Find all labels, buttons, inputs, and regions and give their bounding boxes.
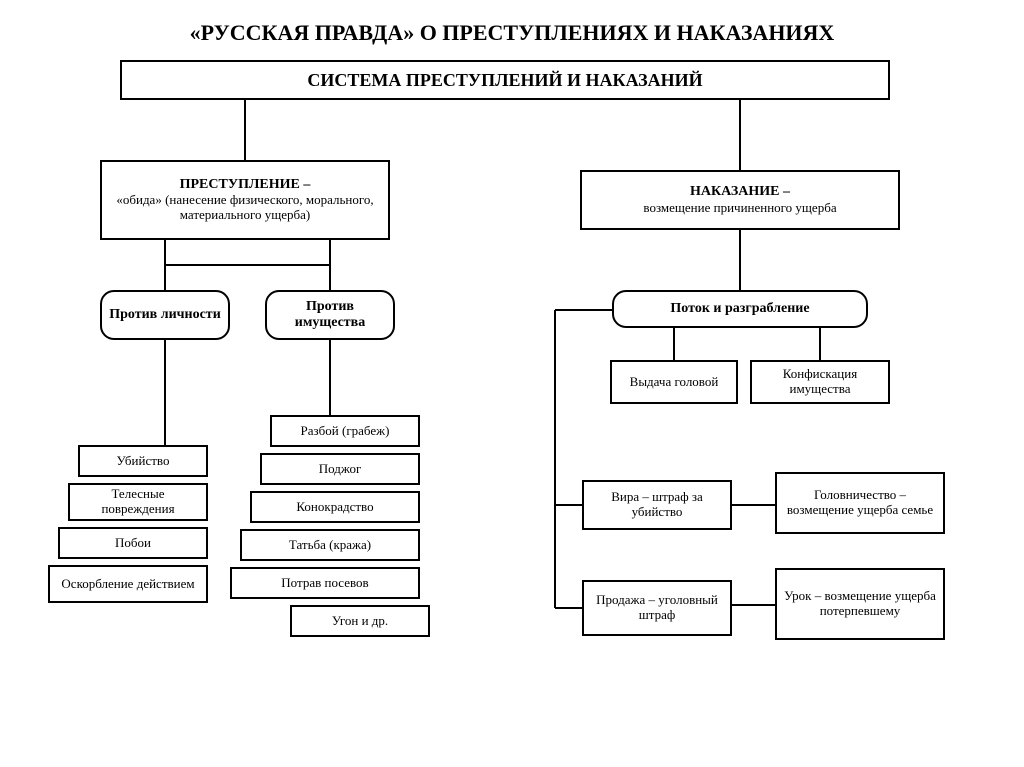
b1-item-1-text: Телесные повреждения: [76, 487, 200, 517]
branch-personality: Против личности: [100, 290, 230, 340]
b2-item-2: Конокрадство: [250, 491, 420, 523]
pair1-left-text: Вира – штраф за убийство: [590, 490, 724, 520]
branch-property-label: Против имущества: [273, 299, 387, 331]
pair2-left-text: Продажа – уголовный штраф: [590, 593, 724, 623]
pair2-left: Продажа – уголовный штраф: [582, 580, 732, 636]
b2-item-2-text: Конокрадство: [296, 500, 373, 515]
b2-item-0-text: Разбой (грабеж): [301, 424, 390, 439]
b1-item-2-text: Побои: [115, 536, 151, 551]
branch-personality-label: Против личности: [109, 307, 221, 323]
crime-header-main: ПРЕСТУПЛЕНИЕ –: [180, 177, 311, 193]
group-sub1-text: Выдача головой: [630, 375, 719, 390]
diagram-title: «РУССКАЯ ПРАВДА» О ПРЕСТУПЛЕНИЯХ И НАКАЗ…: [0, 20, 1024, 46]
b1-item-0: Убийство: [78, 445, 208, 477]
diagram-canvas: «РУССКАЯ ПРАВДА» О ПРЕСТУПЛЕНИЯХ И НАКАЗ…: [0, 0, 1024, 767]
crime-header-sub: «обида» (нанесение физического, морально…: [108, 193, 382, 223]
group-sub1: Выдача головой: [610, 360, 738, 404]
b2-item-1-text: Поджог: [319, 462, 362, 477]
root-box: СИСТЕМА ПРЕСТУПЛЕНИЙ И НАКАЗАНИЙ: [120, 60, 890, 100]
b1-item-1: Телесные повреждения: [68, 483, 208, 521]
punishment-header-sub: возмещение причиненного ущерба: [643, 201, 836, 216]
punishment-group: Поток и разграбление: [612, 290, 868, 328]
b2-item-5: Угон и др.: [290, 605, 430, 637]
b1-item-3-text: Оскорбление действием: [61, 577, 194, 592]
b1-item-2: Побои: [58, 527, 208, 559]
b2-item-5-text: Угон и др.: [332, 614, 388, 629]
punishment-group-label: Поток и разграбление: [670, 301, 809, 317]
pair1-right: Головничество – возмещение ущерба семье: [775, 472, 945, 534]
branch-property: Против имущества: [265, 290, 395, 340]
b2-item-4: Потрав посевов: [230, 567, 420, 599]
b2-item-3-text: Татьба (кража): [289, 538, 371, 553]
b2-item-0: Разбой (грабеж): [270, 415, 420, 447]
pair1-right-text: Головничество – возмещение ущерба семье: [783, 488, 937, 518]
pair2-right-text: Урок – возмещение ущерба потерпевшему: [783, 589, 937, 619]
b2-item-4-text: Потрав посевов: [281, 576, 368, 591]
group-sub2-text: Конфискация имущества: [758, 367, 882, 397]
root-text: СИСТЕМА ПРЕСТУПЛЕНИЙ И НАКАЗАНИЙ: [307, 70, 702, 91]
pair1-left: Вира – штраф за убийство: [582, 480, 732, 530]
b2-item-1: Поджог: [260, 453, 420, 485]
b1-item-3: Оскорбление действием: [48, 565, 208, 603]
b2-item-3: Татьба (кража): [240, 529, 420, 561]
pair2-right: Урок – возмещение ущерба потерпевшему: [775, 568, 945, 640]
b1-item-0-text: Убийство: [117, 454, 170, 469]
crime-header-box: ПРЕСТУПЛЕНИЕ – «обида» (нанесение физиче…: [100, 160, 390, 240]
punishment-header-main: НАКАЗАНИЕ –: [690, 184, 790, 200]
group-sub2: Конфискация имущества: [750, 360, 890, 404]
punishment-header-box: НАКАЗАНИЕ – возмещение причиненного ущер…: [580, 170, 900, 230]
